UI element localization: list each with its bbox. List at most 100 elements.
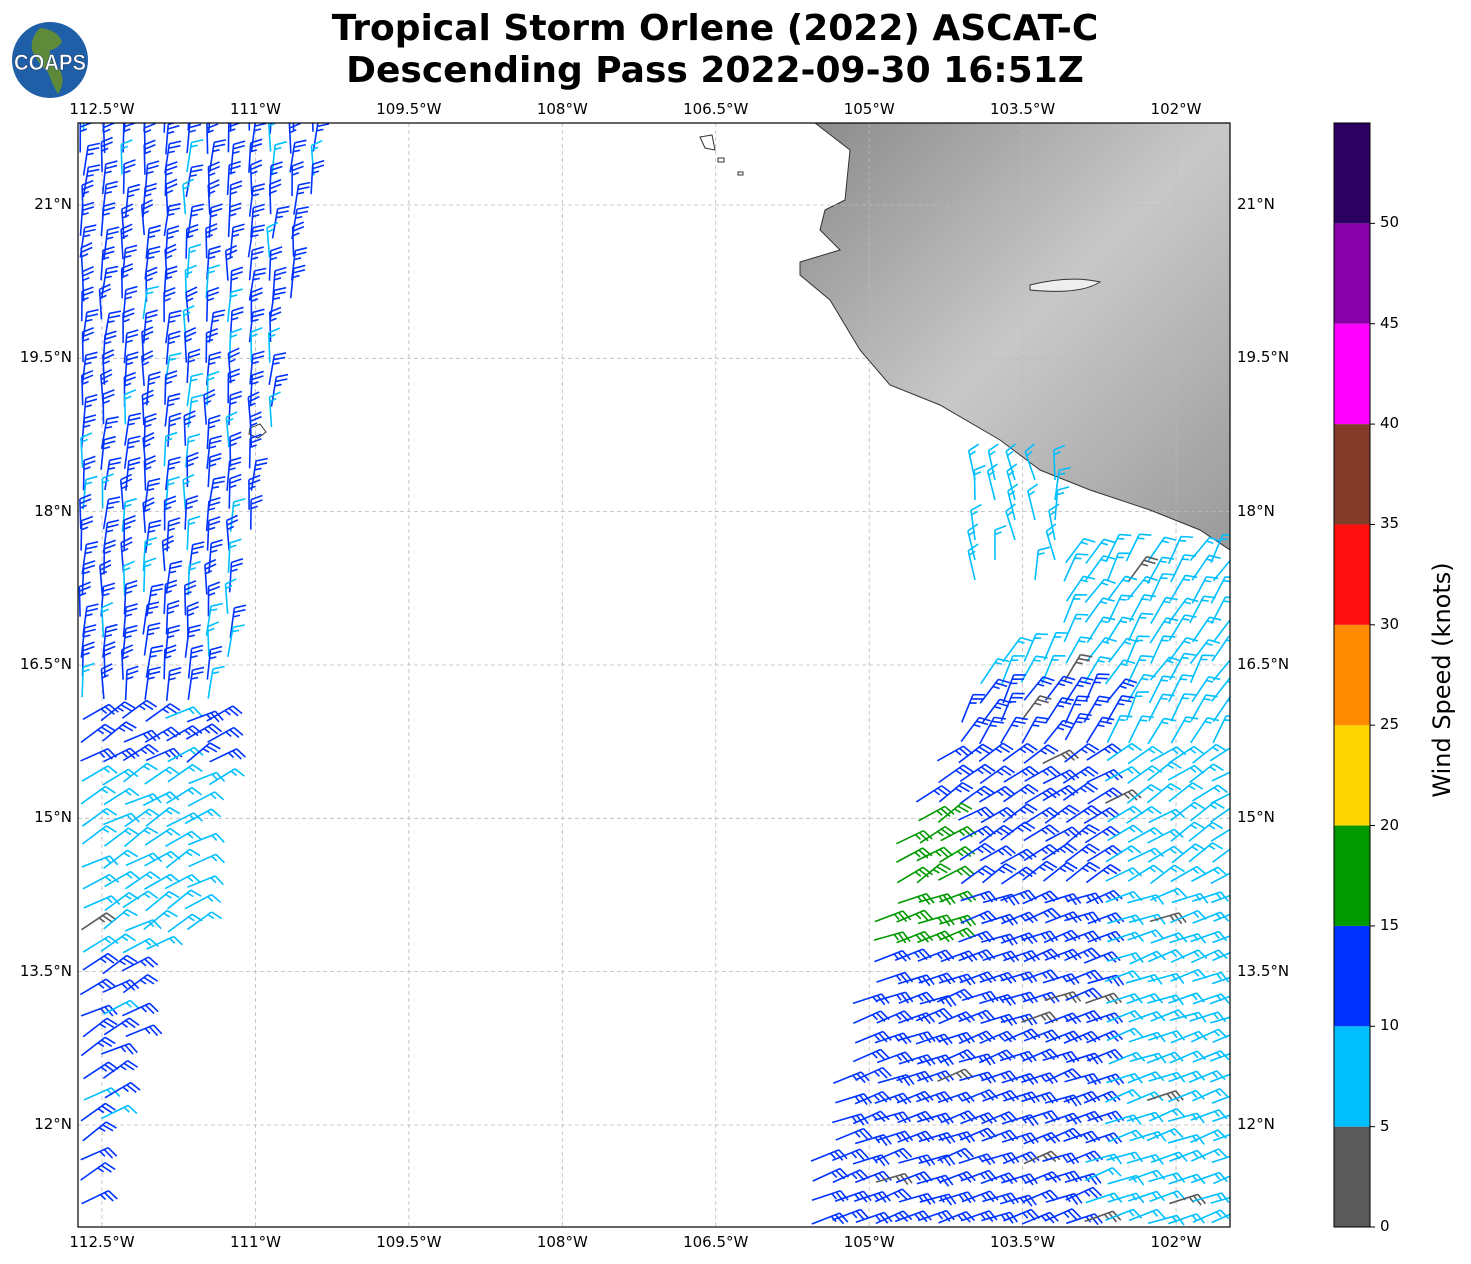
wind-barb (940, 825, 977, 842)
wind-barb (80, 785, 116, 805)
wind-barb (811, 1212, 849, 1225)
wind-barb (1148, 1107, 1186, 1122)
wind-barb (205, 351, 222, 386)
wind-barb (207, 665, 225, 699)
wind-barb (959, 971, 997, 984)
wind-barb (875, 1147, 913, 1162)
wind-barb (187, 832, 225, 846)
wind-barb (144, 666, 161, 700)
wind-barb (1083, 1090, 1121, 1104)
wind-barb (939, 846, 976, 863)
wind-barb (1105, 789, 1142, 804)
wind-barb (1128, 1031, 1166, 1043)
wind-barb (166, 812, 203, 828)
wind-barb (79, 123, 92, 153)
wind-barb (1024, 765, 1061, 782)
wind-barb (1107, 824, 1144, 842)
wind-barb (229, 431, 242, 467)
colorbar-tick: 30 (1380, 614, 1400, 633)
wind-barb (832, 1169, 870, 1184)
wind-barb (1084, 673, 1110, 702)
wind-barb (248, 246, 264, 281)
wind-barb (206, 621, 220, 657)
wind-barb (1045, 1068, 1082, 1083)
wind-barb (248, 474, 261, 510)
wind-barb (896, 909, 934, 923)
wind-barb (1064, 712, 1092, 741)
title-line-1: Tropical Storm Orlene (2022) ASCAT-C (331, 8, 1099, 49)
wind-barb (208, 139, 227, 173)
wind-barb (897, 1110, 935, 1124)
wind-barb (1086, 743, 1123, 761)
wind-barb (146, 583, 164, 617)
wind-barb (1007, 483, 1019, 521)
lon-tick-bottom: 106.5°W (683, 1233, 749, 1251)
wind-barb (183, 580, 197, 616)
wind-barb (1147, 845, 1184, 863)
wind-barb (1087, 930, 1125, 943)
wind-barb (267, 123, 276, 152)
wind-barb (164, 243, 177, 280)
wind-barb (1084, 825, 1121, 844)
wind-barb (83, 895, 121, 909)
wind-barb (938, 865, 975, 881)
wind-barb (1000, 716, 1029, 744)
wind-barb (125, 456, 141, 491)
wind-barb (164, 874, 202, 890)
wind-barb (918, 893, 956, 906)
wind-barb (205, 223, 218, 259)
wind-barb (101, 601, 114, 638)
wind-barb (142, 285, 160, 320)
wind-barb (103, 641, 116, 677)
wind-barb (101, 349, 115, 385)
wind-barb (937, 1031, 975, 1044)
wind-barb (1000, 1013, 1038, 1026)
wind-barb (290, 247, 308, 281)
wind-barb (203, 388, 216, 425)
wind-barb (979, 824, 1015, 844)
wind-barb (1020, 655, 1048, 683)
wind-barb (1022, 1110, 1060, 1123)
wind-barb (1147, 761, 1182, 782)
wind-barb (249, 494, 263, 530)
wind-barb (938, 1131, 976, 1144)
wind-barb (122, 603, 138, 638)
wind-barb (1148, 675, 1175, 704)
wind-barb (1190, 1148, 1228, 1162)
wind-barb (1126, 783, 1162, 804)
wind-barb (958, 949, 996, 962)
wind-barb (877, 1074, 915, 1087)
wind-barb (1148, 949, 1185, 963)
wind-barb (1044, 675, 1076, 701)
wind-barb (1021, 695, 1052, 721)
wind-barb (894, 948, 932, 962)
wind-barb (143, 909, 178, 931)
wind-barb (83, 1061, 119, 1080)
wind-barb (1211, 976, 1230, 985)
wind-barb (1062, 782, 1099, 801)
wind-barb (1085, 716, 1115, 744)
wind-barb (120, 139, 133, 175)
wind-barb (1146, 1090, 1184, 1103)
wind-barb (1001, 1173, 1038, 1186)
lat-tick-right: 21°N (1237, 195, 1275, 213)
colorbar-tick: 25 (1380, 715, 1400, 734)
wind-barb (1002, 742, 1038, 762)
lat-tick-left: 18°N (34, 501, 72, 520)
wind-barb (291, 206, 309, 239)
wind-barb (1189, 1011, 1227, 1023)
wind-barb (1021, 716, 1049, 744)
wind-barb (80, 1146, 118, 1161)
wind-barb (206, 414, 221, 450)
lon-tick-bottom: 102°W (1150, 1233, 1202, 1251)
wind-barb (1001, 655, 1025, 685)
wind-barb (103, 908, 138, 930)
wind-barb (1150, 635, 1176, 664)
wind-barb (917, 949, 955, 962)
wind-barb (1042, 784, 1079, 802)
wind-barb (898, 1012, 936, 1025)
wind-barb (145, 266, 158, 302)
wind-barb (1212, 1034, 1230, 1044)
wind-barb (1128, 1190, 1165, 1202)
wind-barb (101, 1042, 138, 1055)
